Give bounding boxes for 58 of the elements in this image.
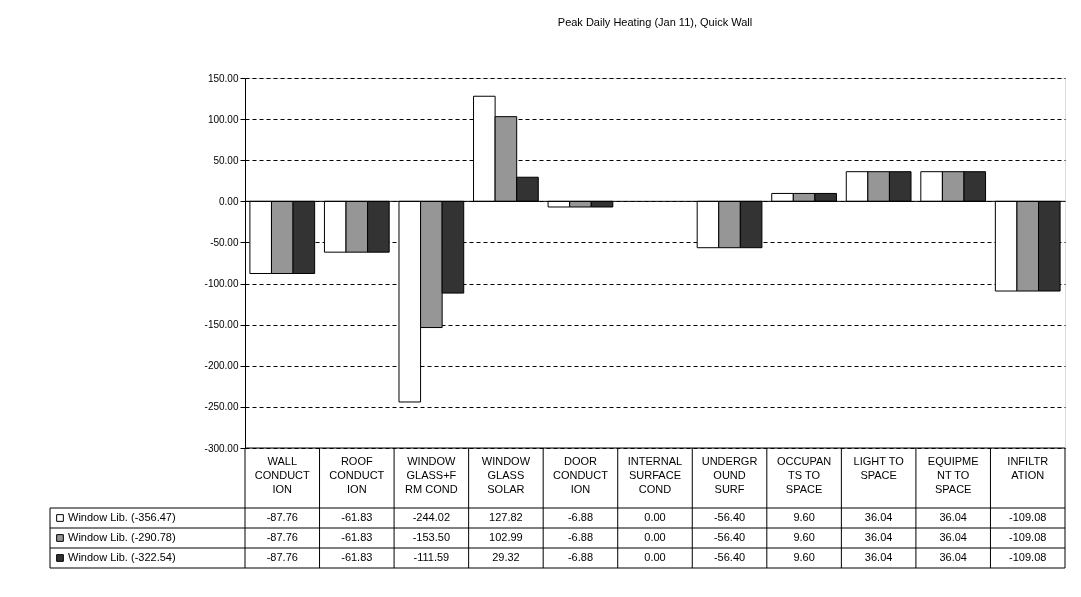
x-tick-label: INTERNAL SURFACE COND — [627, 455, 683, 495]
data-label: -87.76 — [266, 531, 298, 543]
x-tick-label: UNDERGROUND SURF — [701, 455, 758, 495]
x-tick-label: WINDOW GLASS SOLAR — [481, 455, 531, 495]
y-tick-label: 50.00 — [213, 154, 239, 166]
data-label: -109.08 — [1009, 531, 1047, 543]
x-tick-label: INFILTRATION — [1007, 455, 1049, 481]
data-label: -109.08 — [1009, 551, 1047, 563]
y-tick-label: -100.00 — [204, 278, 239, 290]
data-label: 29.32 — [492, 551, 520, 563]
data-label: -56.40 — [713, 511, 746, 523]
data-label: 0.00 — [644, 531, 666, 543]
data-label: -244.02 — [412, 511, 451, 523]
data-label: -87.76 — [266, 551, 298, 563]
data-label: -61.83 — [341, 511, 373, 523]
data-label: 36.04 — [864, 531, 893, 543]
data-label: -61.83 — [341, 551, 373, 563]
data-label: 127.82 — [489, 511, 523, 523]
data-label: 36.04 — [864, 511, 893, 523]
y-tick-label: -200.00 — [204, 360, 239, 372]
x-tick-label: WALL CONDUCTION — [254, 455, 311, 495]
data-label: 9.60 — [793, 551, 815, 563]
data-label: -56.40 — [713, 531, 746, 543]
data-label: -153.50 — [412, 531, 451, 543]
data-label: -109.08 — [1009, 511, 1047, 523]
y-tick-label: 100.00 — [207, 113, 239, 125]
x-tick-label: OCCUPANTS TO SPACE — [776, 455, 832, 495]
x-tick-label: DOOR CONDUCTION — [552, 455, 609, 495]
data-label: 0.00 — [644, 551, 666, 563]
legend-label: Window Lib. (-356.47) — [68, 511, 176, 523]
y-tick-label: -300.00 — [204, 442, 239, 454]
data-label: 36.04 — [939, 511, 967, 523]
chart-title: Peak Daily Heating (Jan 11), Quick Wall — [557, 16, 753, 28]
y-tick-label: -250.00 — [204, 401, 239, 413]
legend-label: Window Lib. (-290.78) — [68, 531, 176, 543]
data-label: 36.04 — [939, 551, 967, 563]
data-label: -6.88 — [567, 511, 593, 523]
data-label: 102.99 — [489, 531, 523, 543]
data-label: 0.00 — [644, 511, 666, 523]
data-label: 9.60 — [793, 531, 815, 543]
data-label: -87.76 — [266, 511, 298, 523]
y-tick-label: 150.00 — [207, 72, 239, 84]
data-label: 9.60 — [793, 511, 815, 523]
x-tick-label: EQUIPMENT TO SPACE — [927, 455, 979, 495]
data-label: -61.83 — [341, 531, 373, 543]
data-label: -111.59 — [413, 551, 450, 563]
y-tick-label: 0.00 — [219, 195, 239, 207]
legend-label: Window Lib. (-322.54) — [68, 551, 176, 563]
x-tick-label: ROOF CONDUCTION — [329, 455, 385, 495]
x-tick-label: WINDOW GLASS+FRM COND — [405, 455, 458, 495]
y-tick-label: -50.00 — [210, 236, 239, 248]
data-label: -6.88 — [567, 551, 593, 563]
data-label: -56.40 — [713, 551, 746, 563]
data-label: 36.04 — [864, 551, 893, 563]
y-tick-label: -150.00 — [204, 319, 239, 331]
data-label: 36.04 — [939, 531, 967, 543]
x-tick-label: LIGHT TO SPACE — [853, 455, 905, 481]
data-label: -6.88 — [567, 531, 593, 543]
